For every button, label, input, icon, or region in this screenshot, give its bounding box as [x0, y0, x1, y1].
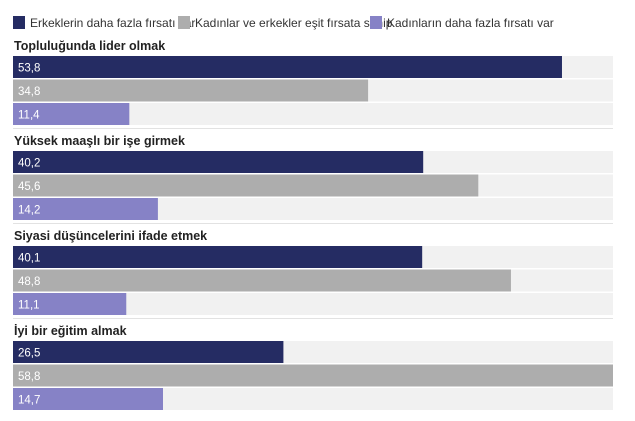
bar-2-0	[13, 246, 423, 268]
bar-track	[13, 293, 613, 315]
bar-track	[13, 103, 613, 125]
bar-label-1-1: 45,6	[18, 181, 40, 193]
category-title-3: İyi bir eğitim almak	[14, 323, 127, 338]
legend-label-2: Kadınların daha fazla fırsatı var	[387, 16, 554, 30]
bar-0-0	[13, 56, 562, 78]
category-title-1: Yüksek maaşlı bir işe girmek	[14, 134, 185, 148]
bar-1-0	[13, 151, 424, 173]
legend-label-0: Erkeklerin daha fazla fırsatı var	[30, 16, 195, 30]
bar-2-2	[13, 293, 127, 315]
bar-label-0-0: 53,8	[18, 63, 40, 75]
category-title-2: Siyasi düşüncelerini ifade etmek	[14, 229, 207, 243]
bar-label-3-0: 26,5	[18, 348, 40, 360]
bar-label-0-2: 11,4	[18, 110, 40, 122]
bar-track	[13, 198, 613, 220]
bar-label-2-1: 48,8	[18, 276, 40, 288]
bar-0-1	[13, 79, 369, 102]
legend-swatch-2	[370, 16, 382, 29]
legend-swatch-0	[13, 16, 25, 29]
bar-label-2-2: 11,1	[18, 300, 40, 312]
bar-1-2	[13, 198, 158, 220]
bar-3-1	[13, 364, 613, 387]
bar-label-3-1: 58,8	[18, 371, 40, 383]
category-title-0: Topluluğunda lider olmak	[14, 39, 165, 53]
bar-3-2	[13, 388, 163, 410]
bar-label-1-0: 40,2	[18, 158, 40, 170]
legend-swatch-1	[178, 16, 190, 29]
bar-label-3-2: 14,7	[18, 395, 40, 407]
bar-3-0	[13, 341, 284, 363]
bar-2-1	[13, 269, 511, 292]
legend-label-1: Kadınlar ve erkekler eşit fırsata sahip	[195, 16, 393, 30]
bar-label-2-0: 40,1	[18, 253, 40, 265]
bar-label-1-2: 14,2	[18, 205, 40, 217]
bar-label-0-1: 34,8	[18, 86, 40, 98]
bar-1-1	[13, 174, 479, 197]
bar-0-2	[13, 103, 130, 125]
